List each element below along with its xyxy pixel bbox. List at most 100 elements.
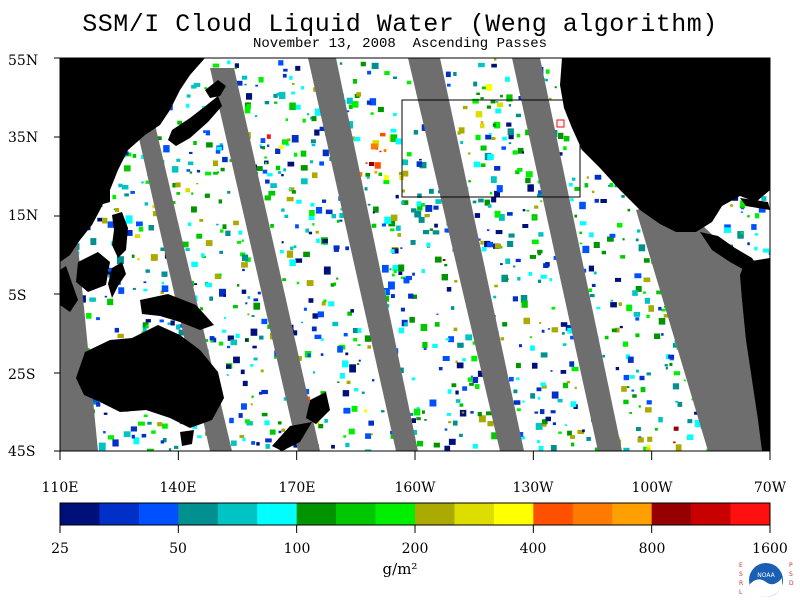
cloud-pixel bbox=[204, 87, 208, 90]
cloud-pixel bbox=[300, 150, 307, 157]
cloud-pixel bbox=[435, 199, 442, 204]
cloud-pixel bbox=[369, 98, 377, 106]
cloud-pixel bbox=[566, 380, 571, 384]
cloud-pixel bbox=[262, 169, 268, 174]
cloud-pixel bbox=[145, 319, 151, 323]
cloud-pixel bbox=[475, 111, 483, 118]
cloud-pixel bbox=[389, 268, 392, 271]
cloud-pixel bbox=[246, 93, 253, 100]
cloud-pixel bbox=[601, 250, 607, 255]
cloud-pixel bbox=[631, 389, 635, 392]
cloud-pixel bbox=[384, 71, 390, 76]
cloud-pixel bbox=[357, 344, 361, 346]
cloud-pixel bbox=[395, 194, 399, 199]
cloud-pixel bbox=[445, 338, 450, 341]
cloud-pixel bbox=[537, 249, 543, 254]
cloud-pixel bbox=[638, 244, 646, 252]
cloud-pixel bbox=[525, 177, 531, 184]
orbit-gap bbox=[512, 58, 622, 451]
cloud-pixel bbox=[623, 374, 630, 381]
cloud-pixel bbox=[145, 324, 149, 328]
cloud-pixel bbox=[87, 348, 90, 351]
cloud-pixel bbox=[408, 412, 414, 416]
cloud-pixel bbox=[399, 171, 403, 176]
cloud-pixel bbox=[96, 317, 100, 321]
cloud-pixel bbox=[437, 190, 441, 194]
colorbar-label-800: 800 bbox=[638, 541, 666, 557]
cloud-pixel bbox=[332, 321, 339, 327]
cloud-pixel bbox=[459, 433, 463, 437]
cloud-pixel bbox=[251, 441, 256, 445]
cloud-pixel bbox=[441, 274, 448, 281]
cloud-pixel bbox=[540, 409, 545, 415]
cloud-pixel bbox=[204, 193, 210, 198]
cloud-pixel bbox=[145, 269, 150, 273]
cloud-pixel bbox=[330, 283, 335, 287]
cloud-pixel bbox=[737, 231, 744, 239]
cloud-pixel bbox=[296, 199, 302, 204]
cloud-pixel bbox=[533, 216, 536, 219]
cloud-pixel bbox=[623, 447, 630, 451]
sulawesi bbox=[108, 262, 126, 298]
cloud-pixel bbox=[623, 399, 629, 405]
cloud-pixel bbox=[401, 200, 409, 205]
cloud-pixel bbox=[570, 335, 575, 340]
cloud-pixel bbox=[170, 320, 175, 326]
cloud-pixel bbox=[253, 357, 258, 361]
cloud-pixel bbox=[647, 436, 653, 442]
cloud-pixel bbox=[446, 413, 451, 416]
cloud-pixel bbox=[423, 230, 430, 235]
cloud-pixel bbox=[473, 81, 478, 87]
cloud-pixel bbox=[694, 411, 698, 415]
cloud-pixel bbox=[648, 305, 654, 312]
lon-label-160w: 160W bbox=[394, 480, 436, 496]
cloud-pixel bbox=[423, 346, 427, 350]
cloud-pixel bbox=[176, 192, 181, 195]
cloud-pixel bbox=[654, 427, 658, 431]
cloud-pixel bbox=[627, 356, 634, 363]
cloud-pixel bbox=[240, 252, 246, 257]
cloud-pixel bbox=[582, 429, 585, 433]
colorbar-swatch bbox=[454, 503, 495, 525]
cloud-pixel bbox=[328, 301, 335, 307]
cloud-pixel bbox=[480, 123, 485, 129]
cloud-pixel bbox=[259, 335, 264, 340]
cloud-pixel bbox=[425, 205, 433, 212]
cloud-pixel bbox=[357, 363, 360, 365]
cloud-pixel bbox=[227, 345, 231, 349]
cloud-pixel bbox=[537, 396, 541, 400]
cloud-pixel bbox=[150, 254, 158, 261]
cloud-pixel bbox=[579, 231, 583, 235]
cloud-pixel bbox=[367, 70, 372, 75]
orbit-gap bbox=[210, 68, 320, 451]
cloud-pixel bbox=[517, 168, 523, 172]
cloud-pixel bbox=[177, 120, 182, 125]
cloud-pixel bbox=[621, 195, 625, 198]
cloud-pixel bbox=[346, 110, 350, 113]
cloud-pixel bbox=[222, 224, 227, 230]
cloud-pixel bbox=[132, 287, 136, 290]
cloud-pixel bbox=[500, 246, 503, 249]
cloud-pixel bbox=[358, 359, 361, 362]
cloud-pixel bbox=[492, 123, 496, 127]
cloud-pixel bbox=[541, 422, 547, 427]
cloud-pixel bbox=[480, 145, 487, 151]
cloud-pixel bbox=[371, 62, 379, 70]
cloud-pixel bbox=[540, 382, 546, 387]
cloud-pixel bbox=[751, 224, 757, 230]
cloud-pixel bbox=[694, 419, 702, 428]
cloud-pixel bbox=[411, 377, 416, 381]
cloud-pixel bbox=[494, 284, 498, 288]
cloud-pixel bbox=[238, 413, 243, 418]
cloud-pixel bbox=[571, 366, 579, 372]
cloud-pixel bbox=[310, 139, 316, 144]
cloud-pixel bbox=[337, 346, 343, 353]
cloud-pixel bbox=[453, 72, 457, 76]
cloud-pixel bbox=[552, 422, 556, 426]
cloud-pixel bbox=[508, 142, 512, 145]
cloud-pixel bbox=[253, 298, 259, 302]
cloud-pixel bbox=[379, 150, 382, 153]
cloud-pixel bbox=[325, 209, 333, 215]
cloud-pixel bbox=[284, 214, 289, 218]
cloud-pixel bbox=[409, 316, 415, 323]
